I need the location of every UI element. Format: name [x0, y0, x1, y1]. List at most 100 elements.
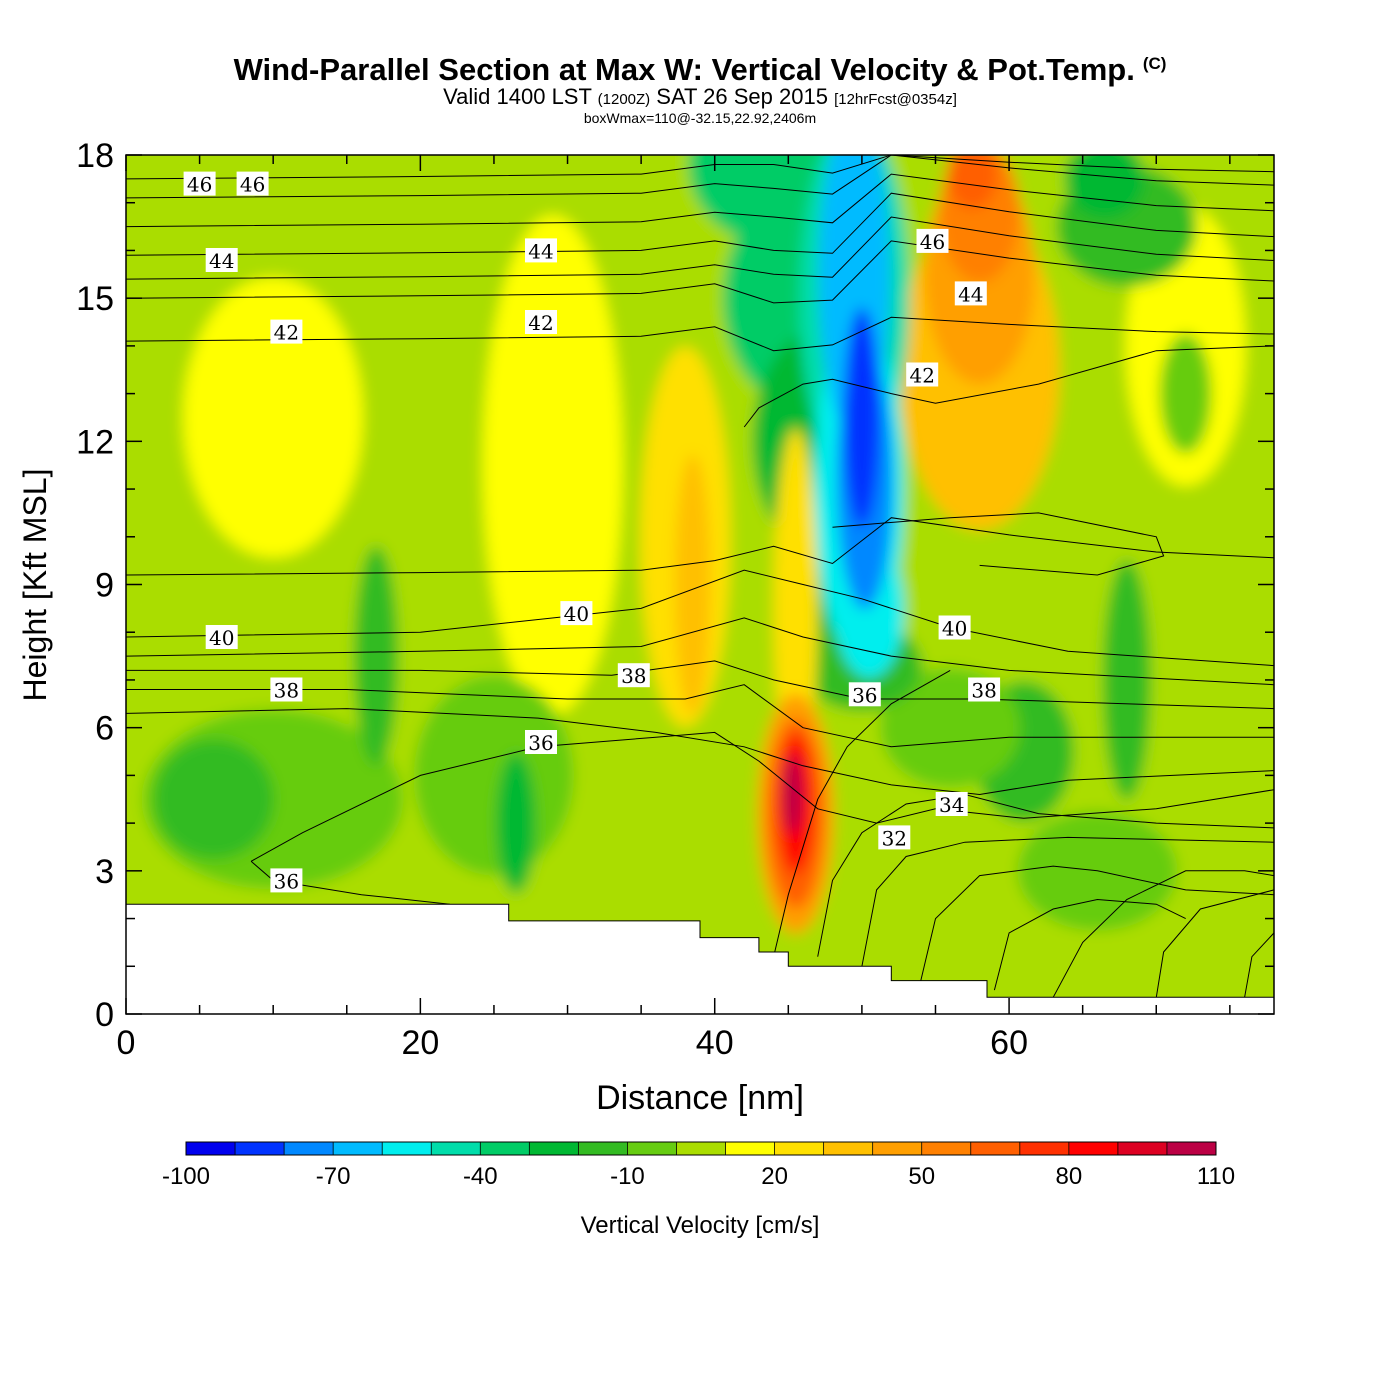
colorbar-frame	[185, 1141, 1217, 1156]
theta-contour	[126, 708, 1274, 796]
field-region	[482, 215, 623, 716]
colorbar-swatch	[1167, 1142, 1217, 1155]
y-tick-label: 18	[76, 137, 114, 175]
y-tick-label: 12	[76, 423, 114, 461]
x-tick-label: 0	[117, 1024, 136, 1062]
contour-label: 44	[954, 281, 987, 306]
colorbar-swatch	[284, 1142, 334, 1155]
theta-contour	[832, 512, 1165, 576]
field-region	[947, 155, 998, 210]
contour-label-box	[236, 171, 269, 196]
colorbar-tick-labels: -100 -70 -40 -10 20 50 80 110	[162, 1163, 1235, 1190]
contour-label: 40	[205, 625, 238, 650]
valid-time: Valid 1400 LST	[443, 84, 592, 109]
x-tick-labels: 0 20 40 60	[117, 1024, 1028, 1062]
plot-area: 46 46 46 44 44 44 42 42 42 40 40 40 38 38 38 36 36 36 34 32	[126, 155, 1274, 1014]
theta-contour	[126, 240, 1274, 304]
contour-label-text: 36	[274, 869, 299, 893]
contour-label-text: 40	[564, 602, 589, 626]
theta-contour	[126, 569, 1274, 667]
field-region	[674, 454, 711, 715]
contour-label-text: 46	[187, 173, 212, 197]
contour-label-box	[968, 677, 1001, 702]
field-region	[773, 428, 818, 789]
colorbar-label: Vertical Velocity [cm/s]	[581, 1212, 820, 1239]
contour-label-text: 34	[939, 793, 964, 817]
contour-label-box	[878, 825, 911, 850]
contour-label-box	[525, 730, 557, 754]
field-region	[496, 753, 537, 894]
x-tick-label: 20	[401, 1024, 439, 1062]
contour-label: 36	[525, 730, 557, 755]
theta-contour	[126, 216, 1274, 280]
vertical-velocity-field	[126, 155, 1274, 1014]
colorbar-swatch	[382, 1142, 432, 1155]
colorbar-swatch	[872, 1142, 923, 1155]
contour-label: 34	[935, 792, 968, 817]
x-axis-label: Distance [nm]	[596, 1079, 804, 1117]
theta-contour	[1052, 870, 1274, 998]
y-tick-label: 0	[95, 996, 114, 1034]
field-region	[1064, 155, 1145, 219]
contour-label-text: 38	[621, 664, 646, 688]
contour-label-box	[560, 601, 593, 626]
contour-label-text: 38	[274, 679, 299, 703]
contour-label: 38	[617, 663, 650, 688]
contour-label: 46	[916, 228, 949, 254]
field-region	[183, 277, 364, 558]
contour-label-box	[935, 792, 968, 816]
colorbar-swatch	[186, 1142, 236, 1155]
theta-contour	[773, 669, 951, 957]
contour-label-box	[954, 281, 987, 306]
contour-label-text: 44	[209, 249, 234, 273]
colorbar-swatch	[431, 1142, 481, 1155]
theta-contour	[861, 836, 1274, 967]
contour-label: 42	[525, 310, 557, 335]
contour-label-text: 32	[882, 826, 907, 850]
contour-label: 36	[270, 868, 303, 893]
colorbar-swatch	[529, 1142, 579, 1155]
contour-label: 40	[560, 601, 593, 626]
colorbar-tick-label: -70	[316, 1163, 351, 1190]
theta-contour	[126, 684, 1274, 748]
chart-subtitle: Valid 1400 LST (1200Z) SAT 26 Sep 2015 […	[0, 84, 1400, 110]
contour-label: 44	[205, 248, 238, 273]
contour-label-box	[183, 171, 216, 196]
contour-label-box	[617, 663, 650, 688]
contour-label-text: 42	[274, 321, 299, 345]
colorbar-swatch	[1117, 1142, 1168, 1155]
contour-label-text: 44	[528, 239, 553, 263]
theta-contour	[126, 155, 1274, 180]
colorbar-swatch	[627, 1142, 677, 1155]
contour-label-text: 40	[209, 626, 234, 650]
contour-label-text: 46	[240, 173, 265, 197]
theta-contour	[250, 860, 450, 905]
box-wmax-info: boxWmax=110@-32.15,22.92,2406m	[583, 110, 817, 126]
theta-contour	[126, 155, 1274, 199]
contour-label: 42	[270, 319, 303, 345]
contour-label: 46	[183, 171, 216, 197]
theta-contour	[920, 865, 1274, 981]
contour-label-text: 38	[971, 679, 996, 703]
theta-contour	[126, 660, 1274, 710]
contour-label-box	[205, 625, 238, 649]
colorbar-swatch	[921, 1142, 972, 1155]
colorbar-swatch	[970, 1142, 1021, 1155]
colorbar-swatch	[1068, 1142, 1119, 1155]
contour-label-text: 36	[528, 731, 553, 755]
colorbar-swatch	[823, 1142, 873, 1155]
theta-contour	[126, 617, 1274, 686]
field-region	[782, 754, 803, 835]
contour-label: 38	[968, 677, 1001, 703]
x-tick-label: 40	[696, 1024, 734, 1062]
contour-label-box	[270, 319, 303, 344]
field-blend	[126, 155, 1274, 1014]
field-region	[843, 307, 880, 528]
field-region	[354, 546, 399, 767]
y-axis-label: Height [Kft MSL]	[17, 469, 53, 702]
y-tick-label: 9	[95, 567, 114, 605]
colorbar-swatch	[725, 1142, 775, 1155]
contour-label-box	[270, 868, 303, 893]
colorbar-tick-label: 20	[761, 1163, 788, 1190]
